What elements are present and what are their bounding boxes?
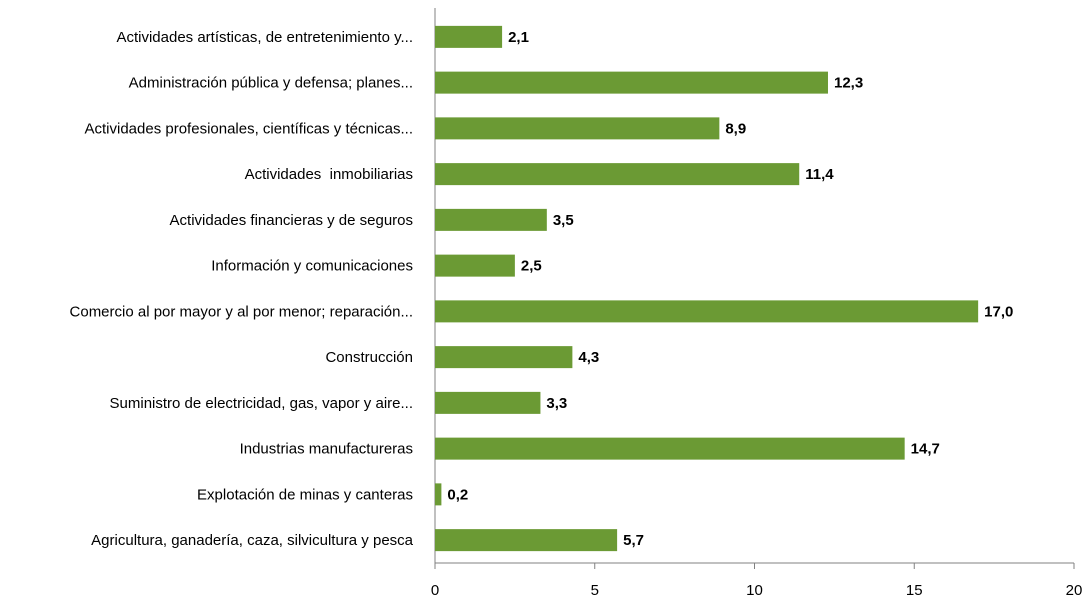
y-tick-label: Administración pública y defensa; planes… [129,75,413,92]
y-tick-label: Agricultura, ganadería, caza, silvicultu… [91,532,413,549]
y-tick-label: Actividades inmobiliarias [245,166,413,183]
x-tick-label: 20 [1066,582,1083,599]
value-label: 5,7 [623,532,644,549]
bar [435,117,720,140]
x-tick-label: 0 [431,582,439,599]
y-tick-label: Industrias manufactureras [240,441,413,458]
bar [435,71,828,94]
bar [435,300,979,323]
y-tick-label: Actividades artísticas, de entretenimien… [116,29,413,46]
x-tick-label: 10 [746,582,763,599]
bar [435,254,515,277]
y-tick-label: Información y comunicaciones [211,258,413,275]
value-label: 0,2 [447,486,468,503]
x-tick-label: 15 [906,582,923,599]
bar [435,163,800,186]
bar [435,529,618,552]
y-tick-label: Construcción [325,349,413,366]
value-label: 12,3 [834,75,863,92]
y-tick-label: Suministro de electricidad, gas, vapor y… [110,395,413,412]
y-tick-label: Explotación de minas y canteras [197,486,413,503]
value-label: 3,5 [553,212,574,229]
bar [435,437,905,460]
value-label: 4,3 [578,349,599,366]
y-tick-label: Actividades profesionales, científicas y… [85,120,414,137]
value-label: 11,4 [805,166,834,183]
x-tick-label: 5 [591,582,599,599]
bar [435,391,541,414]
bar [435,346,573,369]
value-label: 2,1 [508,29,529,46]
y-tick-label: Comercio al por mayor y al por menor; re… [70,303,413,320]
bar [435,25,503,48]
value-label: 3,3 [546,395,567,412]
value-label: 2,5 [521,258,542,275]
bar [435,208,547,231]
value-label: 17,0 [984,303,1013,320]
y-tick-label: Actividades financieras y de seguros [170,212,413,229]
value-label: 14,7 [911,441,940,458]
bar [435,483,442,506]
value-label: 8,9 [725,120,746,137]
